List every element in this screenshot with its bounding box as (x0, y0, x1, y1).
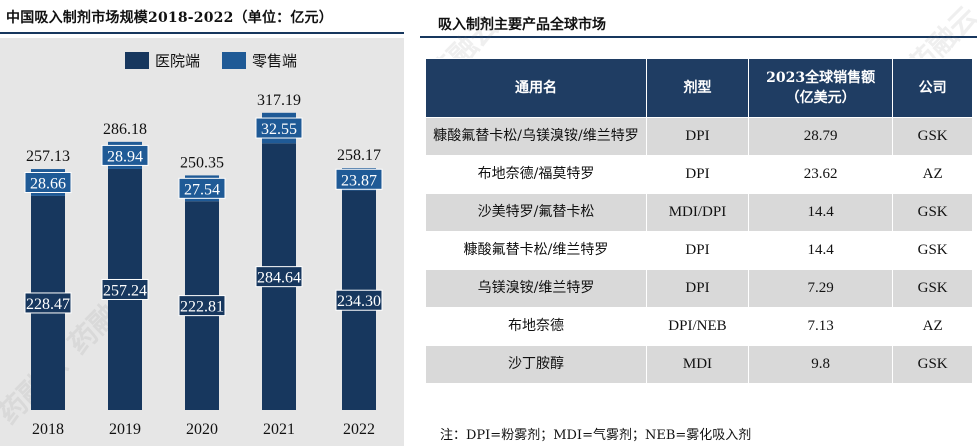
data-label-box (255, 266, 303, 288)
data-label: 28.94 (107, 148, 143, 165)
x-tick-label: 2018 (32, 421, 64, 438)
table-row: 糠酸氟替卡松/维兰特罗 DPI 14.4 GSK (424, 231, 973, 270)
cell-dosage-form: DPI (646, 155, 749, 194)
cell-global-sales: 14.4 (747, 193, 894, 232)
cell-global-sales: 9.8 (747, 345, 894, 384)
x-tick-label: 2021 (263, 421, 295, 438)
stacked-bar-chart: 医院端 零售端 228.47 28.66 257.13 2018 257.24 28.94 28… (24, 52, 383, 438)
table-row: 布地奈德 DPI/NEB 7.13 AZ (424, 307, 973, 346)
total-label: 317.19 (257, 92, 301, 109)
cell-dosage-form: MDI/DPI (646, 193, 749, 232)
cell-generic-name: 糠酸氟替卡松/维兰特罗 (424, 231, 648, 270)
header-global-sales: 2023全球销售额（亿美元） (747, 58, 894, 118)
data-label-box (101, 144, 149, 166)
data-label-box (101, 278, 149, 300)
total-label: 257.13 (26, 148, 70, 165)
x-tick-label: 2019 (109, 421, 141, 438)
data-label-box (178, 177, 226, 199)
total-label: 258.17 (337, 147, 381, 164)
legend-label: 零售端 (252, 52, 297, 70)
cell-generic-name: 糠酸氟替卡松/乌镁溴铵/维兰特罗 (424, 117, 648, 156)
total-label: 250.35 (180, 154, 224, 171)
cell-dosage-form: MDI (646, 345, 749, 384)
data-label: 28.66 (30, 175, 66, 192)
data-label: 234.30 (337, 293, 381, 310)
chart-title: 中国吸入制剂市场规模2018-2022（单位：亿元） (6, 10, 333, 26)
legend-swatch (222, 52, 246, 69)
table-header-row: 通用名 剂型 2023全球销售额（亿美元） 公司 (424, 58, 973, 118)
header-company: 公司 (892, 58, 973, 118)
cell-company: GSK (892, 117, 973, 156)
cell-dosage-form: DPI/NEB (646, 307, 749, 346)
header-generic-name: 通用名 (424, 58, 648, 118)
cell-company: GSK (892, 193, 973, 232)
cell-company: GSK (892, 269, 973, 308)
table-row: 沙丁胺醇 MDI 9.8 GSK (424, 345, 973, 384)
table-title: 吸入制剂主要产品全球市场 (438, 17, 606, 33)
data-label: 27.54 (184, 181, 220, 198)
right-panel: 吸入制剂主要产品全球市场 药融云 药融云 通用名 剂型 2023全球销售额（亿美… (420, 0, 977, 446)
cell-generic-name: 乌镁溴铵/维兰特罗 (424, 269, 648, 308)
data-label: 228.47 (26, 296, 70, 313)
cell-generic-name: 布地奈德/福莫特罗 (424, 155, 648, 194)
header-dosage-form: 剂型 (646, 58, 749, 118)
data-label-box (178, 295, 226, 317)
table-row: 乌镁溴铵/维兰特罗 DPI 7.29 GSK (424, 269, 973, 308)
data-label: 257.24 (103, 282, 147, 299)
data-label-box (24, 292, 72, 314)
x-tick-label: 2022 (343, 421, 375, 438)
table-row: 糠酸氟替卡松/乌镁溴铵/维兰特罗 DPI 28.79 GSK (424, 117, 973, 156)
cell-company: GSK (892, 345, 973, 384)
data-label: 23.87 (341, 172, 377, 189)
cell-company: AZ (892, 307, 973, 346)
left-panel: 中国吸入制剂市场规模2018-2022（单位：亿元） 药融云 药融云 医院端零售… (0, 0, 420, 446)
cell-company: AZ (892, 155, 973, 194)
legend-swatch (125, 52, 149, 69)
product-table: 通用名 剂型 2023全球销售额（亿美元） 公司 糠酸氟替卡松/乌镁溴铵/维兰特… (424, 58, 973, 384)
cell-generic-name: 沙丁胺醇 (424, 345, 648, 384)
data-label: 222.81 (180, 299, 224, 316)
data-label: 284.64 (257, 270, 301, 287)
table-row: 沙美特罗/氟替卡松 MDI/DPI 14.4 GSK (424, 193, 973, 232)
data-label: 32.55 (261, 121, 297, 138)
title-divider (420, 36, 977, 38)
total-label: 286.18 (103, 121, 147, 138)
cell-global-sales: 28.79 (747, 117, 894, 156)
cell-generic-name: 沙美特罗/氟替卡松 (424, 193, 648, 232)
cell-global-sales: 23.62 (747, 155, 894, 194)
table-row: 布地奈德/福莫特罗 DPI 23.62 AZ (424, 155, 973, 194)
cell-global-sales: 14.4 (747, 231, 894, 270)
cell-global-sales: 7.13 (747, 307, 894, 346)
legend-label: 医院端 (155, 52, 200, 70)
footnote: 注：DPI=粉雾剂；MDI=气雾剂；NEB=雾化吸入剂 (440, 428, 752, 443)
data-label-box (335, 168, 383, 190)
cell-dosage-form: DPI (646, 231, 749, 270)
data-label-box (24, 171, 72, 193)
data-label-box (335, 289, 383, 311)
cell-global-sales: 7.29 (747, 269, 894, 308)
x-tick-label: 2020 (186, 421, 218, 438)
cell-generic-name: 布地奈德 (424, 307, 648, 346)
cell-dosage-form: DPI (646, 117, 749, 156)
title-divider (0, 32, 404, 34)
cell-company: GSK (892, 231, 973, 270)
data-label-box (255, 117, 303, 139)
cell-dosage-form: DPI (646, 269, 749, 308)
